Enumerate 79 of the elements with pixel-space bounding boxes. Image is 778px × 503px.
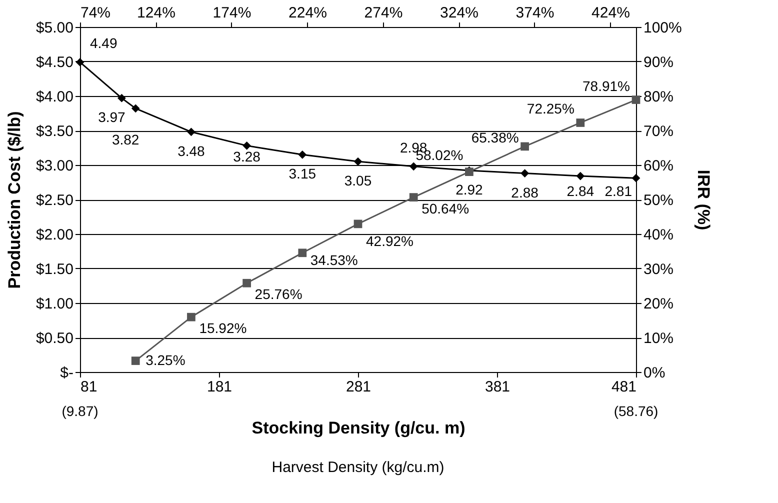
point <box>242 278 251 288</box>
point <box>131 104 140 113</box>
y-tick-label: $1.00 <box>36 296 74 312</box>
x2-tick-label: 374% <box>516 4 554 22</box>
text: (58.76) <box>614 403 658 419</box>
x-tick-label: 181 <box>206 378 232 396</box>
x2-tick-label: 174% <box>212 4 252 22</box>
point <box>520 142 529 151</box>
x-tick-label: 81 <box>80 378 98 396</box>
y-tick-label: $- <box>60 364 74 382</box>
y-tick-label: $0.50 <box>36 330 74 347</box>
point <box>576 172 585 180</box>
x2-tick-label: 124% <box>137 4 176 22</box>
point <box>298 248 307 258</box>
point <box>187 128 196 136</box>
x-tick-label: 481 <box>611 378 636 396</box>
y-tick-label: $5.00 <box>36 20 74 36</box>
y2-tick-label: 70% <box>644 123 674 140</box>
data-label: 65.38% <box>471 129 519 146</box>
data-label: 72.25% <box>526 100 574 117</box>
y2-tick-label: 10% <box>644 330 674 347</box>
y-tick-label: $1.50 <box>36 261 74 278</box>
data-label: 42.92% <box>366 232 414 249</box>
data-label: 4.49 <box>90 35 118 52</box>
text: Harvest Density (kg/cu.m) <box>272 459 444 476</box>
data-label: 34.53% <box>310 252 358 268</box>
x-axis-title: Stocking Density (g/cu. m) <box>252 418 466 438</box>
y2-tick-label: 60% <box>644 158 674 174</box>
y2-tick-label: 50% <box>644 192 674 209</box>
data-label: 25.76% <box>254 286 302 302</box>
y2-tick-label: 0% <box>644 364 666 382</box>
data-label: 2.92 <box>456 182 484 198</box>
data-label: 3.05 <box>344 172 372 189</box>
y-tick-label: $2.50 <box>36 192 74 209</box>
x2-tick-label: 424% <box>592 4 630 22</box>
y-tick-label: $4.00 <box>36 88 74 106</box>
y-axis-title: Production Cost ($/lb) <box>4 111 24 289</box>
x-tick-label: 381 <box>484 378 510 396</box>
y2-tick-label: 40% <box>644 226 674 244</box>
y2-tick-label: 90% <box>644 54 674 71</box>
data-label: 3.28 <box>233 148 261 165</box>
y-tick-label: $2.00 <box>36 226 74 244</box>
y-tick-label: $3.00 <box>36 158 74 174</box>
data-label: 2.84 <box>566 183 594 200</box>
point <box>131 356 140 365</box>
data-label: 3.15 <box>288 166 316 182</box>
point <box>520 169 529 178</box>
data-label: 78.91% <box>582 78 630 94</box>
y2-axis-title: IRR (%) <box>694 170 713 230</box>
data-label: 3.48 <box>178 142 206 159</box>
data-label: 50.64% <box>422 200 470 216</box>
data-label: 15.92% <box>199 320 247 336</box>
point <box>354 157 362 166</box>
point <box>632 174 640 182</box>
point <box>409 162 418 171</box>
y2-tick-label: 80% <box>644 88 674 106</box>
x2-tick-label: 274% <box>364 4 403 22</box>
point <box>242 141 251 150</box>
point <box>409 193 418 202</box>
x2-tick-label: 224% <box>288 4 327 22</box>
point <box>187 312 196 322</box>
x-tick-label: 281 <box>346 378 372 396</box>
y2-tick-label: 20% <box>644 296 674 312</box>
data-label: 2.88 <box>511 184 539 200</box>
x2-tick-label: 324% <box>440 4 478 22</box>
data-label: 2.81 <box>604 183 632 200</box>
y2-tick-label: 30% <box>644 261 674 278</box>
y2-tick-label: 100% <box>644 20 682 36</box>
data-label: 3.82 <box>112 131 140 148</box>
point <box>118 94 126 102</box>
data-label: 3.97 <box>98 109 126 126</box>
y-tick-label: $4.50 <box>36 54 74 71</box>
text: (9.87) <box>62 403 98 419</box>
point <box>298 150 307 159</box>
data-label: 3.25% <box>146 352 186 368</box>
y-tick-label: $3.50 <box>36 123 74 140</box>
x2-tick-label: 74% <box>80 4 111 22</box>
point <box>354 220 362 228</box>
point <box>576 118 585 127</box>
